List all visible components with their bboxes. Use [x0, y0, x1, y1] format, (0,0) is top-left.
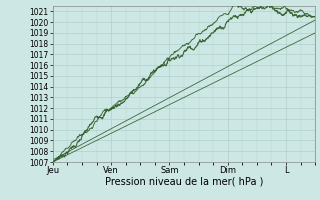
- X-axis label: Pression niveau de la mer( hPa ): Pression niveau de la mer( hPa ): [105, 177, 263, 187]
